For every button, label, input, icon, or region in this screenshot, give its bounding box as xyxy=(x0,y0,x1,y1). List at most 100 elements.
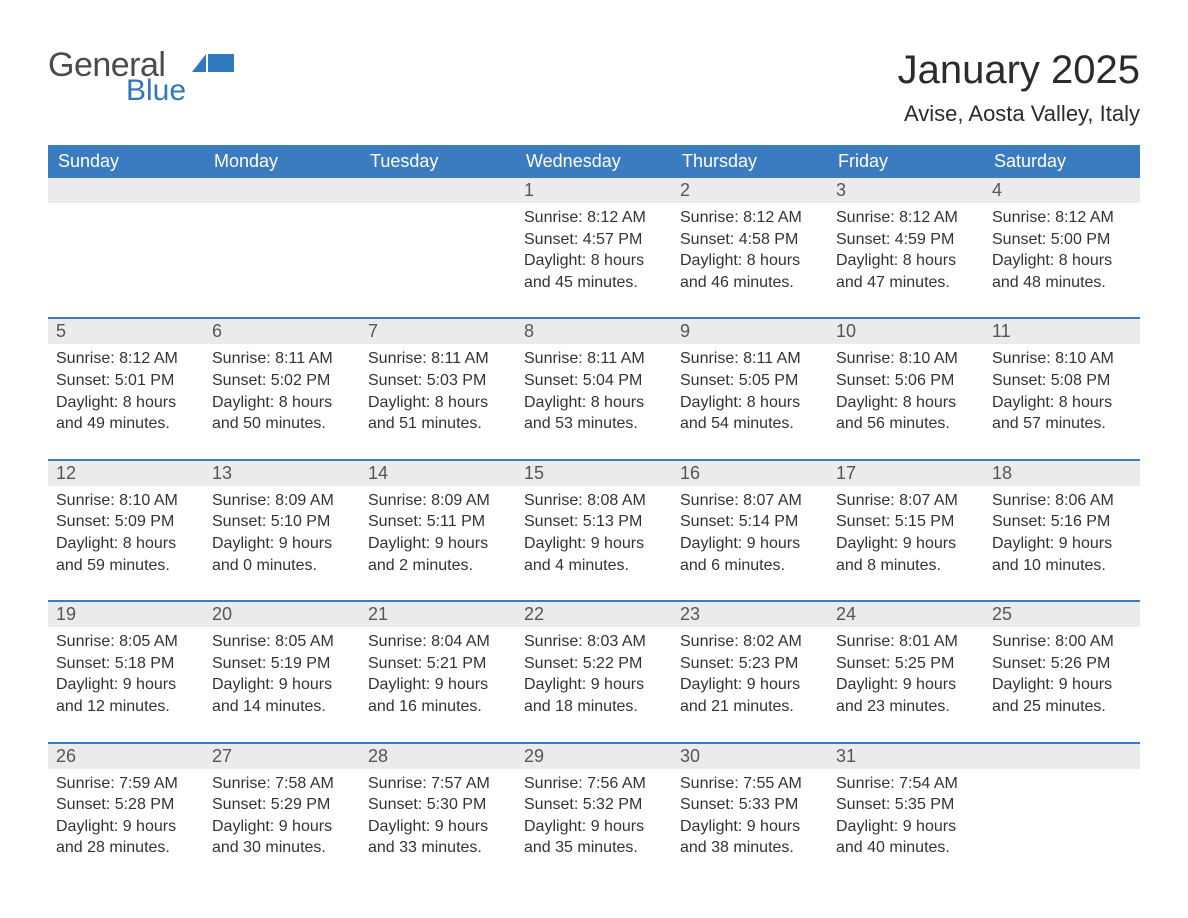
day-cell: 1Sunrise: 8:12 AMSunset: 4:57 PMDaylight… xyxy=(516,178,672,303)
sunset-line: Sunset: 5:03 PM xyxy=(368,370,512,392)
day-cell: 18Sunrise: 8:06 AMSunset: 5:16 PMDayligh… xyxy=(984,461,1140,586)
title-block: January 2025 Avise, Aosta Valley, Italy xyxy=(898,48,1140,127)
sunrise-line: Sunrise: 7:55 AM xyxy=(680,773,824,795)
daylight-line: Daylight: 9 hours and 4 minutes. xyxy=(524,533,668,576)
week-spacer xyxy=(48,586,1140,600)
day-body: Sunrise: 7:58 AMSunset: 5:29 PMDaylight:… xyxy=(204,769,360,859)
day-cell: 5Sunrise: 8:12 AMSunset: 5:01 PMDaylight… xyxy=(48,319,204,444)
sunrise-line: Sunrise: 8:00 AM xyxy=(992,631,1136,653)
day-number: 26 xyxy=(48,744,204,769)
day-cell: 24Sunrise: 8:01 AMSunset: 5:25 PMDayligh… xyxy=(828,602,984,727)
day-body: Sunrise: 7:57 AMSunset: 5:30 PMDaylight:… xyxy=(360,769,516,859)
sunrise-line: Sunrise: 8:11 AM xyxy=(680,348,824,370)
daylight-line: Daylight: 9 hours and 40 minutes. xyxy=(836,816,980,859)
day-number: 17 xyxy=(828,461,984,486)
day-cell: 12Sunrise: 8:10 AMSunset: 5:09 PMDayligh… xyxy=(48,461,204,586)
week-row: 12Sunrise: 8:10 AMSunset: 5:09 PMDayligh… xyxy=(48,459,1140,586)
sunrise-line: Sunrise: 8:11 AM xyxy=(368,348,512,370)
sunrise-line: Sunrise: 8:11 AM xyxy=(212,348,356,370)
sunset-line: Sunset: 5:25 PM xyxy=(836,653,980,675)
day-number xyxy=(984,744,1140,769)
daylight-line: Daylight: 9 hours and 2 minutes. xyxy=(368,533,512,576)
daylight-line: Daylight: 8 hours and 51 minutes. xyxy=(368,392,512,435)
day-cell: 19Sunrise: 8:05 AMSunset: 5:18 PMDayligh… xyxy=(48,602,204,727)
daylight-line: Daylight: 9 hours and 23 minutes. xyxy=(836,674,980,717)
day-number: 14 xyxy=(360,461,516,486)
daylight-line: Daylight: 9 hours and 30 minutes. xyxy=(212,816,356,859)
day-cell: 14Sunrise: 8:09 AMSunset: 5:11 PMDayligh… xyxy=(360,461,516,586)
sunrise-line: Sunrise: 8:09 AM xyxy=(212,490,356,512)
day-number: 3 xyxy=(828,178,984,203)
day-number: 4 xyxy=(984,178,1140,203)
day-number: 18 xyxy=(984,461,1140,486)
day-body: Sunrise: 8:05 AMSunset: 5:19 PMDaylight:… xyxy=(204,627,360,717)
day-body: Sunrise: 8:08 AMSunset: 5:13 PMDaylight:… xyxy=(516,486,672,576)
day-number: 5 xyxy=(48,319,204,344)
daylight-line: Daylight: 9 hours and 35 minutes. xyxy=(524,816,668,859)
daylight-line: Daylight: 8 hours and 59 minutes. xyxy=(56,533,200,576)
day-cell: 26Sunrise: 7:59 AMSunset: 5:28 PMDayligh… xyxy=(48,744,204,869)
day-cell: 15Sunrise: 8:08 AMSunset: 5:13 PMDayligh… xyxy=(516,461,672,586)
calendar: SundayMondayTuesdayWednesdayThursdayFrid… xyxy=(48,145,1140,869)
sunset-line: Sunset: 5:30 PM xyxy=(368,794,512,816)
sunrise-line: Sunrise: 8:07 AM xyxy=(836,490,980,512)
page-header: General Blue January 2025 Avise, Aosta V… xyxy=(48,48,1140,127)
day-cell: 22Sunrise: 8:03 AMSunset: 5:22 PMDayligh… xyxy=(516,602,672,727)
sunrise-line: Sunrise: 8:10 AM xyxy=(836,348,980,370)
day-cell: 25Sunrise: 8:00 AMSunset: 5:26 PMDayligh… xyxy=(984,602,1140,727)
day-cell: 21Sunrise: 8:04 AMSunset: 5:21 PMDayligh… xyxy=(360,602,516,727)
sunset-line: Sunset: 5:19 PM xyxy=(212,653,356,675)
day-cell xyxy=(984,744,1140,869)
day-number: 31 xyxy=(828,744,984,769)
day-cell: 30Sunrise: 7:55 AMSunset: 5:33 PMDayligh… xyxy=(672,744,828,869)
week-row: 1Sunrise: 8:12 AMSunset: 4:57 PMDaylight… xyxy=(48,178,1140,303)
day-number: 12 xyxy=(48,461,204,486)
day-body: Sunrise: 8:10 AMSunset: 5:08 PMDaylight:… xyxy=(984,344,1140,434)
sunset-line: Sunset: 5:00 PM xyxy=(992,229,1136,251)
sunset-line: Sunset: 5:14 PM xyxy=(680,511,824,533)
day-number: 9 xyxy=(672,319,828,344)
day-cell: 6Sunrise: 8:11 AMSunset: 5:02 PMDaylight… xyxy=(204,319,360,444)
week-row: 5Sunrise: 8:12 AMSunset: 5:01 PMDaylight… xyxy=(48,317,1140,444)
sunset-line: Sunset: 5:04 PM xyxy=(524,370,668,392)
sunrise-line: Sunrise: 8:08 AM xyxy=(524,490,668,512)
sunrise-line: Sunrise: 8:10 AM xyxy=(56,490,200,512)
day-body: Sunrise: 8:04 AMSunset: 5:21 PMDaylight:… xyxy=(360,627,516,717)
brand-text: General Blue xyxy=(48,48,186,106)
sunrise-line: Sunrise: 8:11 AM xyxy=(524,348,668,370)
sunrise-line: Sunrise: 8:06 AM xyxy=(992,490,1136,512)
sunset-line: Sunset: 5:16 PM xyxy=(992,511,1136,533)
day-cell: 20Sunrise: 8:05 AMSunset: 5:19 PMDayligh… xyxy=(204,602,360,727)
sunrise-line: Sunrise: 8:07 AM xyxy=(680,490,824,512)
day-number: 27 xyxy=(204,744,360,769)
daylight-line: Daylight: 8 hours and 50 minutes. xyxy=(212,392,356,435)
day-body: Sunrise: 8:09 AMSunset: 5:11 PMDaylight:… xyxy=(360,486,516,576)
daylight-line: Daylight: 9 hours and 8 minutes. xyxy=(836,533,980,576)
daylight-line: Daylight: 9 hours and 16 minutes. xyxy=(368,674,512,717)
day-body: Sunrise: 7:54 AMSunset: 5:35 PMDaylight:… xyxy=(828,769,984,859)
daylight-line: Daylight: 8 hours and 46 minutes. xyxy=(680,250,824,293)
daylight-line: Daylight: 9 hours and 28 minutes. xyxy=(56,816,200,859)
daylight-line: Daylight: 8 hours and 54 minutes. xyxy=(680,392,824,435)
day-number: 28 xyxy=(360,744,516,769)
day-body: Sunrise: 8:02 AMSunset: 5:23 PMDaylight:… xyxy=(672,627,828,717)
day-number: 11 xyxy=(984,319,1140,344)
day-cell: 13Sunrise: 8:09 AMSunset: 5:10 PMDayligh… xyxy=(204,461,360,586)
day-body: Sunrise: 8:12 AMSunset: 5:00 PMDaylight:… xyxy=(984,203,1140,293)
day-body: Sunrise: 8:09 AMSunset: 5:10 PMDaylight:… xyxy=(204,486,360,576)
sunset-line: Sunset: 5:15 PM xyxy=(836,511,980,533)
sunset-line: Sunset: 5:29 PM xyxy=(212,794,356,816)
day-cell: 16Sunrise: 8:07 AMSunset: 5:14 PMDayligh… xyxy=(672,461,828,586)
daylight-line: Daylight: 8 hours and 56 minutes. xyxy=(836,392,980,435)
daylight-line: Daylight: 9 hours and 25 minutes. xyxy=(992,674,1136,717)
day-body: Sunrise: 8:10 AMSunset: 5:09 PMDaylight:… xyxy=(48,486,204,576)
day-body: Sunrise: 8:12 AMSunset: 4:58 PMDaylight:… xyxy=(672,203,828,293)
daylight-line: Daylight: 9 hours and 6 minutes. xyxy=(680,533,824,576)
sunrise-line: Sunrise: 7:56 AM xyxy=(524,773,668,795)
day-body: Sunrise: 8:11 AMSunset: 5:03 PMDaylight:… xyxy=(360,344,516,434)
dow-cell: Thursday xyxy=(672,145,828,178)
day-number: 30 xyxy=(672,744,828,769)
dow-cell: Saturday xyxy=(984,145,1140,178)
sunrise-line: Sunrise: 8:09 AM xyxy=(368,490,512,512)
sunset-line: Sunset: 5:21 PM xyxy=(368,653,512,675)
